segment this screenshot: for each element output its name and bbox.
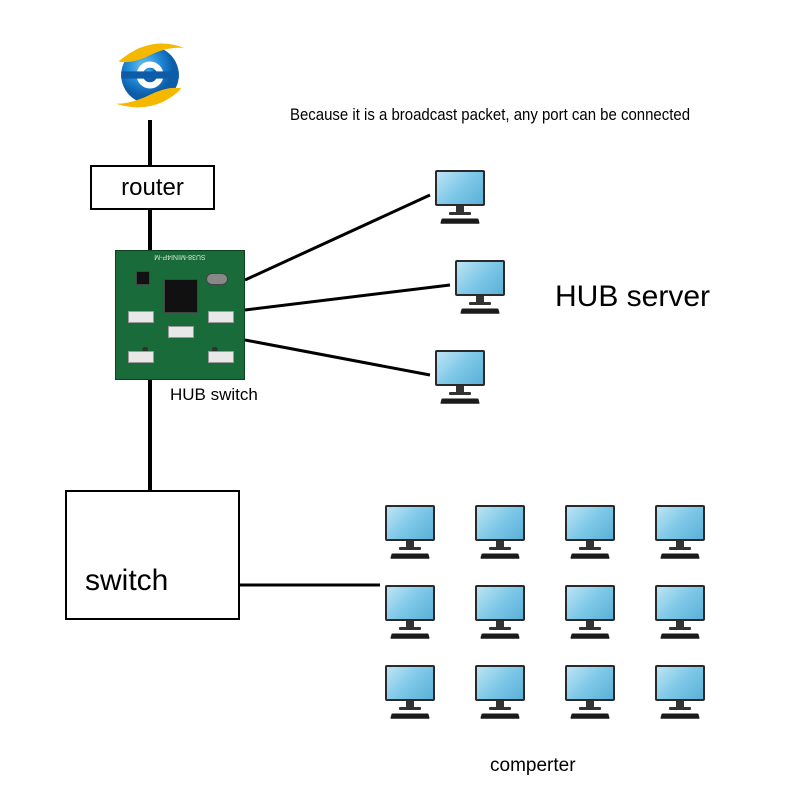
computer-grid-label: comperter [490,755,576,777]
switch-node: switch [65,490,240,620]
hub-server-label: HUB server [555,280,710,314]
computer-icon [380,585,440,645]
computer-icon [470,505,530,565]
computer-icon [560,505,620,565]
computer-icon [450,260,510,320]
hub-switch-label: HUB switch [170,385,258,405]
computer-icon [650,505,710,565]
computer-icon [560,665,620,725]
computer-icon [430,170,490,230]
pcb-model-text: SU38-MINI4P-M [154,253,205,260]
computer-icon [650,665,710,725]
switch-label: switch [85,564,168,598]
router-node: router [90,165,215,210]
computer-icon [560,585,620,645]
computer-icon [470,665,530,725]
router-label: router [121,174,184,202]
computer-icon [470,585,530,645]
computer-icon [650,585,710,645]
computer-icon [380,665,440,725]
computer-icon [380,505,440,565]
diagram-caption: Because it is a broadcast packet, any po… [290,105,690,125]
hub-switch-pcb: SU38-MINI4P-M [115,250,245,380]
internet-icon [105,30,195,120]
computer-icon [430,350,490,410]
